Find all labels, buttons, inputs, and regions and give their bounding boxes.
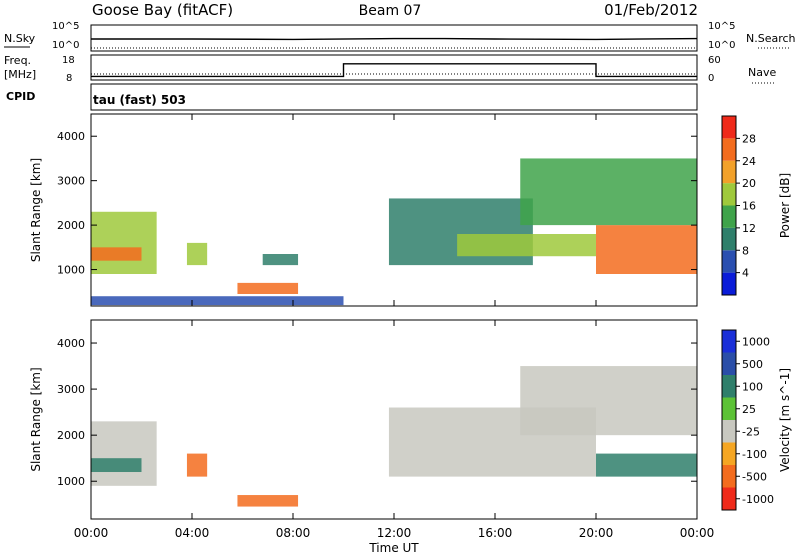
y-tick-label: 2000 [57, 219, 85, 232]
colorbar-title: Power [dB] [778, 173, 792, 238]
colorbar-title: Velocity [m s^-1] [778, 368, 792, 472]
velocity-panel: 1000 2000 3000 4000 Slant Range [km] [29, 319, 698, 520]
echo-region [186, 453, 208, 477]
noise-left-tick-high: 10^5 [52, 21, 79, 32]
echo-region [91, 296, 344, 306]
echo-region [520, 158, 697, 226]
noise-sky-series [91, 37, 698, 41]
echo-region [596, 453, 697, 477]
colorbar-tick-label: 4 [742, 267, 749, 280]
echo-region [262, 254, 299, 266]
colorbar-swatch [722, 205, 736, 228]
noise-right-tick-high: 10^5 [708, 21, 735, 32]
x-tick-label: 04:00 [175, 526, 210, 540]
date-label: 01/Feb/2012 [604, 1, 698, 19]
colorbar-swatch [722, 183, 736, 206]
freq-right-tick-low: 0 [708, 73, 714, 84]
colorbar-tick-label: -1000 [742, 493, 774, 506]
freq-right-tick-high: 60 [708, 55, 721, 66]
colorbar-swatch [722, 420, 736, 443]
colorbar-swatch [722, 397, 736, 420]
echo-region [91, 211, 157, 274]
colorbar-swatch [722, 250, 736, 273]
noise-panel-frame [90, 24, 698, 52]
y-tick-label: 3000 [57, 383, 85, 396]
colorbar-swatch [722, 442, 736, 465]
echo-region [596, 225, 697, 274]
colorbar-tick-label: 24 [742, 155, 756, 168]
colorbar-swatch [722, 330, 736, 353]
freq-right-label: Nave [748, 66, 776, 79]
echo-region [91, 458, 142, 473]
echo-region [91, 247, 142, 261]
colorbar-tick-label: 28 [742, 132, 756, 145]
echo-region [186, 242, 208, 266]
colorbar-tick-label: -500 [742, 470, 767, 483]
colorbar-swatch [722, 138, 736, 161]
echo-region [237, 282, 299, 294]
y-tick-label: 1000 [57, 475, 85, 488]
colorbar-tick-label: 20 [742, 177, 756, 190]
freq-left-label-line2: [MHz] [4, 68, 36, 81]
echo-region [520, 366, 697, 436]
colorbar-tick-label: 25 [742, 403, 756, 416]
noise-left-tick-low: 10^0 [52, 40, 79, 51]
y-tick-label: 4000 [57, 130, 85, 143]
power-colorbar: 4 8 12 16 20 24 28 Power [dB] [721, 115, 792, 296]
cpid-panel-frame [90, 83, 698, 111]
echo-region [91, 421, 157, 486]
x-tick-label: 16:00 [478, 526, 513, 540]
noise-right-label: N.Search [746, 32, 796, 45]
freq-left-tick-high: 18 [62, 55, 75, 66]
freq-left-label-line1: Freq. [4, 54, 31, 67]
y-tick-label: 2000 [57, 429, 85, 442]
colorbar-frame [721, 329, 737, 511]
colorbar-tick-label: 8 [742, 244, 749, 257]
colorbar-swatch [722, 465, 736, 488]
colorbar-swatch [722, 272, 736, 295]
colorbar-tick-label: -25 [742, 425, 760, 438]
y-tick-label: 1000 [57, 264, 85, 277]
power-panel: 1000 2000 3000 4000 Slant Range [km] [29, 113, 698, 307]
cpid-label: CPID [6, 90, 35, 103]
x-tick-label: 12:00 [377, 526, 412, 540]
x-tick-label: 20:00 [579, 526, 614, 540]
time-axis: 00:00 04:00 08:00 12:00 16:00 20:00 00:00 [74, 526, 715, 540]
colorbar-swatch [722, 352, 736, 375]
echo-region [457, 234, 596, 257]
y-axis-title: Slant Range [km] [29, 158, 43, 262]
noise-right-tick-low: 10^0 [708, 40, 735, 51]
echo-region [237, 495, 299, 507]
colorbar-swatch [722, 116, 736, 139]
colorbar-swatch [722, 160, 736, 184]
x-axis-title: Time UT [368, 541, 419, 554]
colorbar-swatch [722, 487, 736, 510]
colorbar-tick-label: 16 [742, 200, 756, 213]
noise-left-label: N.Sky [4, 32, 36, 45]
cpid-text: tau (fast) 503 [93, 93, 186, 107]
freq-series [91, 63, 697, 78]
colorbar-swatch [722, 375, 736, 398]
x-tick-label: 08:00 [276, 526, 311, 540]
x-tick-label: 00:00 [74, 526, 109, 540]
colorbar-tick-label: 12 [742, 222, 756, 235]
beam-label: Beam 07 [359, 3, 422, 19]
freq-left-tick-low: 8 [66, 73, 72, 84]
velocity-colorbar: 1000 500 100 25 -25 -100 -500 -1000 Velocity [m … [721, 329, 792, 511]
colorbar-tick-label: 500 [742, 358, 763, 371]
y-axis-title: Slant Range [km] [29, 367, 43, 471]
y-tick-label: 4000 [57, 337, 85, 350]
station-title: Goose Bay (fitACF) [92, 1, 233, 19]
colorbar-tick-label: 1000 [742, 335, 770, 348]
x-tick-label: 00:00 [680, 526, 715, 540]
y-tick-label: 3000 [57, 175, 85, 188]
freq-panel-frame [90, 54, 698, 81]
colorbar-tick-label: -100 [742, 448, 767, 461]
colorbar-swatch [722, 227, 736, 251]
colorbar-tick-label: 100 [742, 380, 763, 393]
